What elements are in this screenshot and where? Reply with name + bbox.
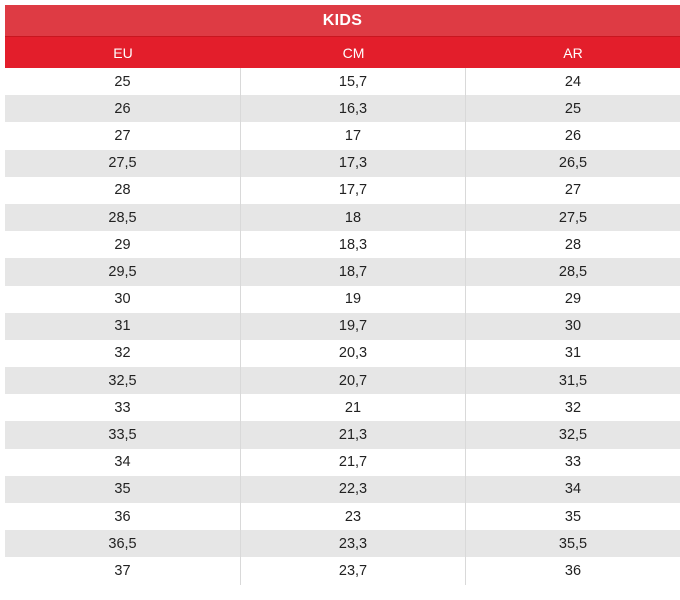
cell-eu: 37: [5, 557, 241, 585]
cell-ar: 28: [564, 236, 582, 253]
cell-eu: 26: [5, 95, 241, 123]
cell-cm: 23,7: [241, 557, 466, 585]
cell-ar: 26: [564, 127, 582, 144]
cell-ar: 33: [564, 454, 582, 471]
cell-ar: 24: [564, 73, 582, 90]
cell-eu: 33,5: [5, 421, 241, 449]
cell-cm: 23: [241, 503, 466, 531]
cell-eu: 36: [5, 503, 241, 531]
cell-ar: 35: [564, 508, 582, 525]
table-row: 37 23,7 36: [5, 557, 680, 585]
cell-cm: 19: [241, 285, 466, 313]
header-cm: CM: [342, 44, 365, 61]
cell-cm: 21: [241, 394, 466, 422]
table-row: 34 21,7 33: [5, 448, 680, 476]
cell-eu: 25: [5, 68, 241, 96]
table-row: 25 15,7 24: [5, 68, 680, 96]
table-row: 29 18,3 28: [5, 231, 680, 259]
table-row: 26 16,3 25: [5, 95, 680, 123]
table-body: 25 15,7 24 26 16,3 25 27 17 26 27,5 17,3 26,5 28 17,7…: [5, 68, 680, 585]
size-chart-table: KIDS EU CM AR 25 15,7 24 26 16,3 25 27 17 26 27,5…: [5, 5, 680, 585]
table-row: 35 22,3 34: [5, 475, 680, 503]
cell-cm: 18: [241, 203, 466, 232]
table-row: 33 21 32: [5, 394, 680, 422]
cell-ar: 29: [564, 291, 582, 308]
table-row: 28,5 18 27,5: [5, 203, 680, 232]
cell-cm: 18,7: [241, 258, 466, 286]
cell-ar: 32: [564, 399, 582, 416]
cell-ar: 30: [564, 318, 582, 335]
cell-ar: 36: [564, 562, 582, 579]
table-row: 28 17,7 27: [5, 176, 680, 204]
cell-eu: 29: [5, 231, 241, 259]
cell-cm: 17,7: [241, 176, 466, 204]
cell-cm: 21,7: [241, 448, 466, 476]
table-row: 32 20,3 31: [5, 339, 680, 368]
cell-cm: 21,3: [241, 421, 466, 449]
cell-cm: 15,7: [241, 68, 466, 96]
cell-cm: 20,3: [241, 339, 466, 368]
cell-cm: 22,3: [241, 475, 466, 503]
table-row: 27,5 17,3 26,5: [5, 149, 680, 177]
cell-eu: 27: [5, 122, 241, 150]
cell-eu: 32,5: [5, 367, 241, 395]
cell-cm: 17: [241, 122, 466, 150]
cell-ar: 32,5: [558, 427, 588, 444]
cell-ar: 31,5: [558, 372, 588, 389]
table-row: 36 23 35: [5, 503, 680, 531]
cell-eu: 29,5: [5, 258, 241, 286]
table-row: 29,5 18,7 28,5: [5, 258, 680, 286]
cell-cm: 23,3: [241, 530, 466, 558]
cell-eu: 31: [5, 312, 241, 340]
cell-ar: 31: [564, 345, 582, 362]
cell-eu: 34: [5, 448, 241, 476]
cell-ar: 26,5: [558, 155, 588, 172]
cell-eu: 30: [5, 285, 241, 313]
cell-ar: 27: [564, 182, 582, 199]
table-title: KIDS: [5, 5, 680, 36]
table-row: 36,5 23,3 35,5: [5, 530, 680, 558]
cell-ar: 27,5: [558, 209, 588, 226]
table-header-row: EU CM AR: [5, 36, 680, 68]
cell-ar: 34: [564, 481, 582, 498]
cell-eu: 27,5: [5, 149, 241, 177]
cell-ar: 28,5: [558, 263, 588, 280]
cell-cm: 19,7: [241, 312, 466, 340]
table-row: 31 19,7 30: [5, 312, 680, 340]
cell-eu: 28,5: [5, 203, 241, 232]
header-eu: EU: [113, 44, 133, 61]
cell-eu: 33: [5, 394, 241, 422]
cell-eu: 32: [5, 339, 241, 368]
cell-eu: 28: [5, 176, 241, 204]
cell-eu: 36,5: [5, 530, 241, 558]
cell-ar: 25: [564, 100, 582, 117]
cell-ar: 35,5: [558, 535, 588, 552]
table-row: 27 17 26: [5, 122, 680, 150]
table-row: 30 19 29: [5, 285, 680, 313]
header-ar: AR: [563, 44, 583, 61]
cell-cm: 17,3: [241, 149, 466, 177]
cell-eu: 35: [5, 475, 241, 503]
cell-cm: 20,7: [241, 367, 466, 395]
cell-cm: 16,3: [241, 95, 466, 123]
table-row: 33,5 21,3 32,5: [5, 421, 680, 449]
cell-cm: 18,3: [241, 231, 466, 259]
table-row: 32,5 20,7 31,5: [5, 367, 680, 395]
